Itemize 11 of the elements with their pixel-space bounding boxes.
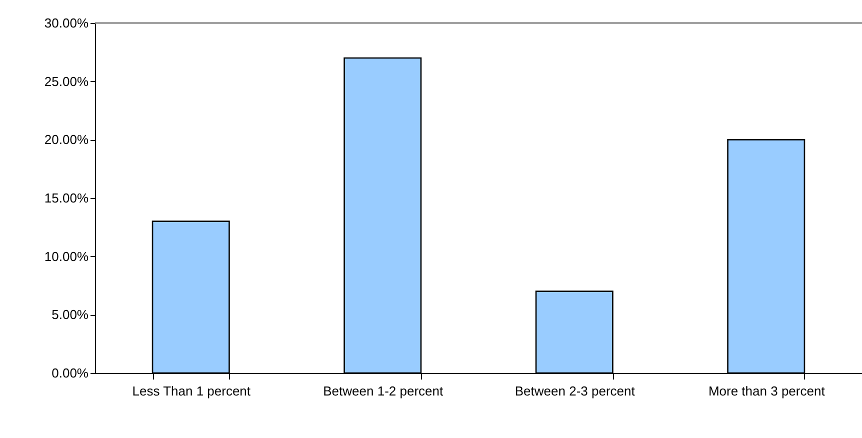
x-tick-label: Between 1-2 percent [323,384,444,398]
x-tick-label: More than 3 percent [708,384,826,398]
y-tick-label: 10.00% [44,248,89,264]
y-tick-label: 25.00% [44,74,89,89]
y-tick-label: 0.00% [52,366,89,380]
x-tick-label: Between 2-3 percent [514,384,636,398]
y-tick-label: 30.00% [44,16,89,30]
x-tick-label: Less Than 1 percent [132,384,251,398]
y-tick-label: 15.00% [44,190,89,206]
y-tick-label: 5.00% [52,307,89,322]
y-tick-label: 20.00% [44,132,89,148]
